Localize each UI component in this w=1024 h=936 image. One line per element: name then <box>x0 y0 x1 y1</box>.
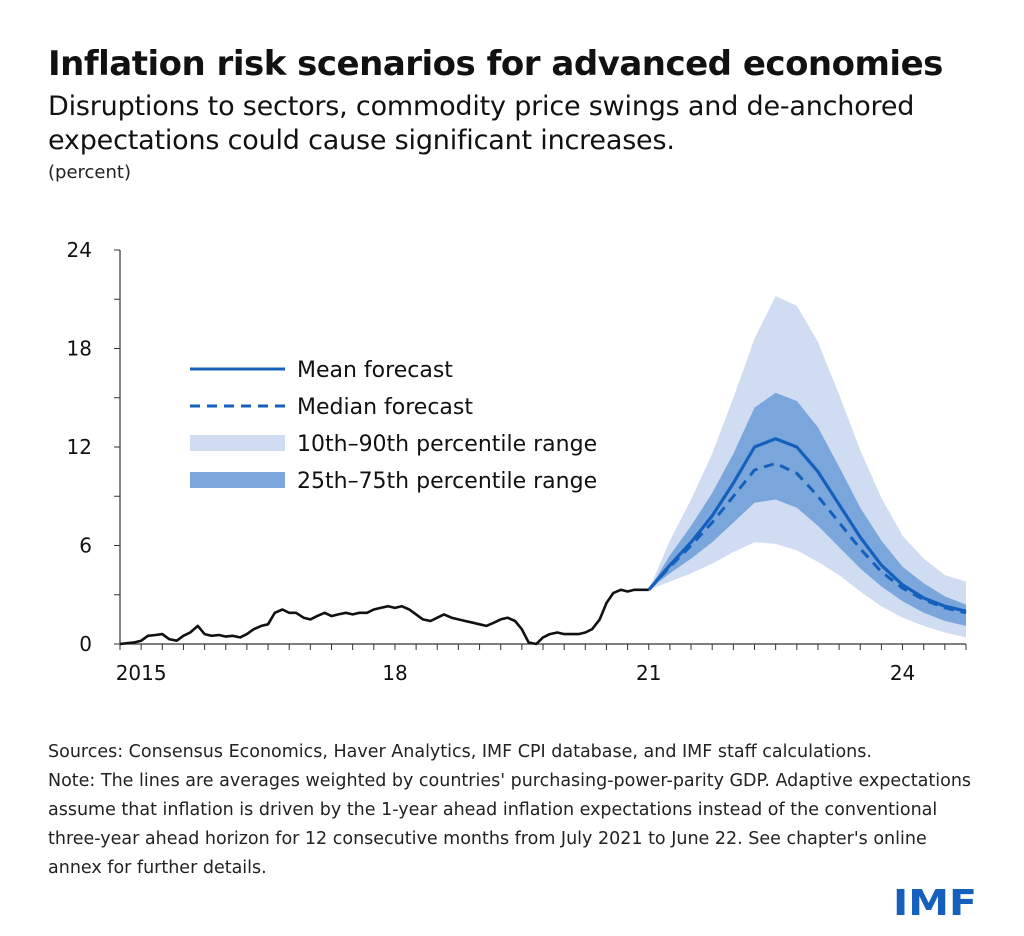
chart-lines <box>119 437 967 646</box>
legend-label: Median forecast <box>297 395 473 420</box>
chart-axes: 0 6 12 18 24 2015 18 21 24 <box>67 238 967 685</box>
legend-swatch-10-90 <box>190 435 285 451</box>
inflation-chart: 0 6 12 18 24 2015 18 21 24 Mean forecast Median f… <box>67 238 967 685</box>
y-tick-label: 0 <box>79 632 92 656</box>
y-tick-label: 18 <box>67 337 92 361</box>
median-forecast-line <box>647 461 967 615</box>
mean-forecast-line <box>647 437 967 613</box>
legend-label: 25th–75th percentile range <box>297 469 597 494</box>
legend-label: Mean forecast <box>297 358 453 383</box>
page-subtitle: Disruptions to sectors, commodity price … <box>48 91 915 156</box>
chart-legend: Mean forecast Median forecast 10th–90th pe… <box>190 358 597 494</box>
y-tick-label: 6 <box>79 534 92 558</box>
percentile-bands <box>648 296 966 638</box>
x-tick-label: 2015 <box>116 661 167 685</box>
y-tick-label: 24 <box>67 238 92 262</box>
y-tick-label: 12 <box>67 435 92 459</box>
x-tick-label: 21 <box>636 661 661 685</box>
note-text: Note: The lines are averages weighted by… <box>48 771 972 878</box>
imf-logo: IMF <box>893 884 977 918</box>
history-line <box>119 588 649 646</box>
imf-logo-text: IMF <box>893 884 977 918</box>
legend-swatch-25-75 <box>190 472 285 488</box>
legend-label: 10th–90th percentile range <box>297 432 597 457</box>
sources-text: Sources: Consensus Economics, Haver Anal… <box>48 742 872 762</box>
band-25-75 <box>648 392 966 626</box>
x-tick-label: 18 <box>382 661 407 685</box>
unit-label: (percent) <box>48 162 131 183</box>
page-title: Inflation risk scenarios for advanced ec… <box>48 44 943 84</box>
chart-notes: Sources: Consensus Economics, Haver Anal… <box>48 738 978 883</box>
x-tick-label: 24 <box>890 661 915 685</box>
